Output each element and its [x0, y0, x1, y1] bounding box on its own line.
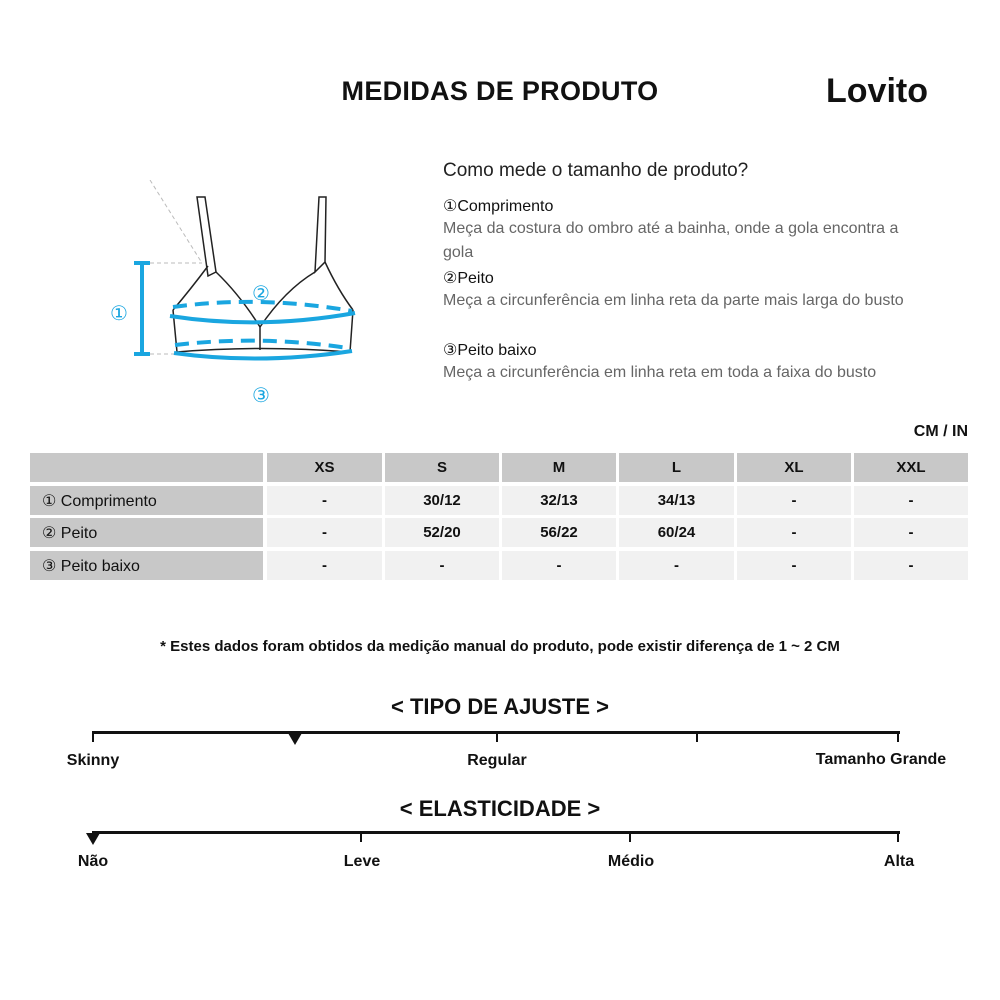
table-cell: - — [854, 518, 968, 547]
measurement-note: * Estes dados foram obtidos da medição m… — [160, 638, 840, 655]
fit-label: Regular — [467, 752, 527, 769]
elasticity-tick — [629, 831, 631, 842]
row-label: ② Peito — [30, 518, 263, 547]
fit-title: < TIPO DE AJUSTE > — [390, 694, 610, 719]
page-title: MEDIDAS DE PRODUTO — [341, 76, 659, 106]
table-cell: - — [385, 551, 499, 580]
elasticity-label: Alta — [883, 853, 915, 870]
elasticity-scale-line — [92, 831, 900, 834]
size-header: S — [385, 453, 499, 482]
table-header-corner — [30, 453, 263, 482]
label-2: ② — [252, 283, 270, 305]
table-cell: - — [267, 518, 382, 547]
elasticity-label: Médio — [607, 853, 655, 870]
fit-label: Tamanho Grande — [815, 751, 947, 768]
brand-logo: Lovito — [826, 72, 928, 110]
fit-label: Skinny — [66, 752, 120, 769]
size-header: XXL — [854, 453, 968, 482]
size-header: L — [619, 453, 734, 482]
guide-item-desc: Meça a circunferência em linha reta da p… — [443, 292, 904, 309]
table-cell: - — [737, 486, 851, 515]
guide-item-desc: Meça da costura do ombro até a bainha, o… — [443, 220, 899, 261]
fit-tick — [696, 731, 698, 742]
elasticity-label: Não — [77, 853, 109, 870]
row-label: ① Comprimento — [30, 486, 263, 515]
guide-item-name: ②Peito — [443, 270, 494, 287]
table-cell: 34/13 — [619, 486, 734, 515]
fit-tick — [496, 731, 498, 742]
fit-marker-icon — [287, 733, 302, 745]
elasticity-title: < ELASTICIDADE > — [399, 796, 601, 821]
table-cell: - — [619, 551, 734, 580]
row-label: ③ Peito baixo — [30, 551, 263, 580]
table-cell: - — [502, 551, 616, 580]
guide-item-desc: Meça a circunferência em linha reta em t… — [443, 364, 877, 381]
unit-label: CM / IN — [913, 423, 968, 440]
table-cell: 32/13 — [502, 486, 616, 515]
elasticity-marker-icon — [86, 833, 100, 845]
bra-diagram: ① ② ③ — [110, 180, 356, 407]
table-cell: 52/20 — [385, 518, 499, 547]
table-cell: 30/12 — [385, 486, 499, 515]
elasticity-label: Leve — [343, 853, 381, 870]
guide-item-name: ①Comprimento — [443, 198, 554, 215]
size-header: M — [502, 453, 616, 482]
table-cell: 56/22 — [502, 518, 616, 547]
table-cell: - — [737, 551, 851, 580]
label-3: ③ — [252, 385, 270, 407]
guide-question: Como mede o tamanho de produto? — [443, 160, 749, 181]
size-header: XL — [737, 453, 851, 482]
table-cell: - — [854, 551, 968, 580]
label-1: ① — [110, 303, 128, 325]
size-header: XS — [267, 453, 382, 482]
table-cell: - — [737, 518, 851, 547]
elasticity-tick — [360, 831, 362, 842]
table-cell: 60/24 — [619, 518, 734, 547]
table-cell: - — [854, 486, 968, 515]
table-cell: - — [267, 551, 382, 580]
table-cell: - — [267, 486, 382, 515]
fit-tick — [897, 731, 899, 742]
fit-tick — [92, 731, 94, 742]
elasticity-tick — [897, 831, 899, 842]
guide-item-name: ③Peito baixo — [443, 342, 537, 359]
